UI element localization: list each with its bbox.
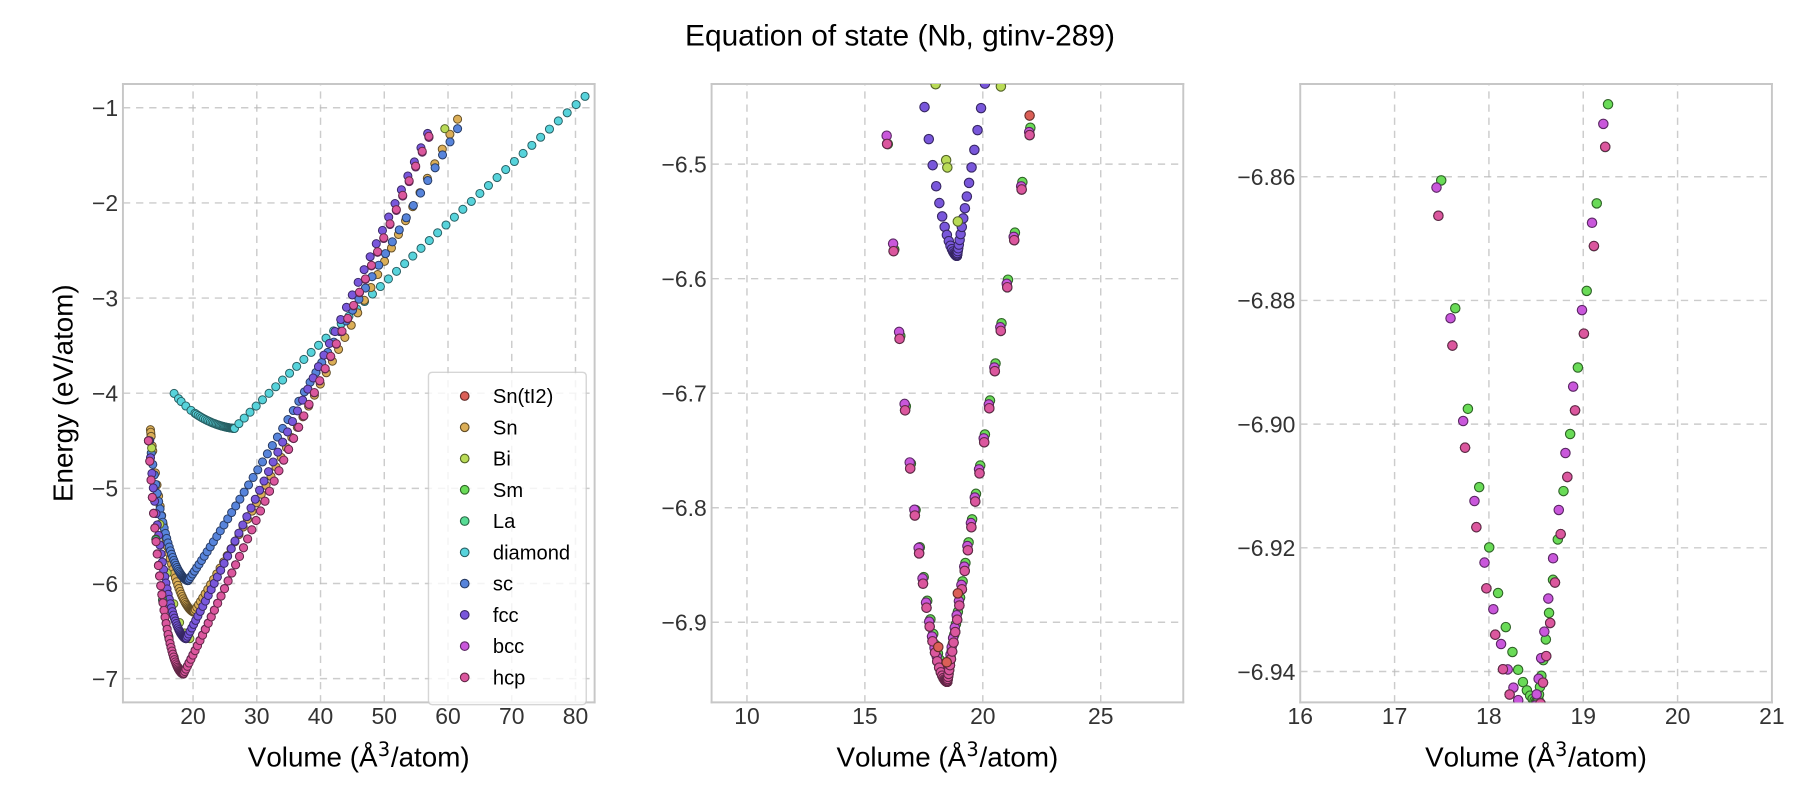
svg-text:fcc: fcc (493, 605, 519, 627)
svg-text:V o l u: V o l u m e ( Å / a t o m ) 3 (836, 738, 1064, 773)
svg-text:−6.90: −6.90 (1237, 411, 1295, 437)
svg-text:−6.8: −6.8 (661, 495, 706, 521)
svg-text:bcc: bcc (493, 636, 524, 658)
svg-text:50: 50 (372, 703, 397, 729)
svg-text:40: 40 (308, 703, 333, 729)
svg-text:Sm: Sm (493, 480, 523, 502)
svg-text:30: 30 (244, 703, 269, 729)
svg-text:−6.6: −6.6 (661, 266, 706, 292)
svg-text:Equation of state (Nb, gtinv-2: Equation of state (Nb, gtinv-289) (685, 20, 1115, 53)
svg-text:21: 21 (1759, 703, 1784, 729)
svg-text:−5: −5 (92, 476, 118, 502)
svg-text:diamond: diamond (493, 542, 570, 564)
svg-text:19: 19 (1571, 703, 1596, 729)
svg-text:−6.86: −6.86 (1237, 164, 1295, 190)
svg-text:20: 20 (1665, 703, 1690, 729)
svg-text:hcp: hcp (493, 667, 525, 689)
svg-text:18: 18 (1476, 703, 1501, 729)
svg-text:60: 60 (435, 703, 460, 729)
svg-text:−1: −1 (92, 95, 118, 121)
svg-text:−6.92: −6.92 (1237, 535, 1295, 561)
svg-text:sc: sc (493, 574, 513, 596)
svg-text:−2: −2 (92, 190, 118, 216)
svg-text:20: 20 (970, 703, 995, 729)
svg-text:16: 16 (1288, 703, 1313, 729)
svg-text:Sn(tI2): Sn(tI2) (493, 386, 553, 408)
svg-text:Sn: Sn (493, 417, 518, 439)
svg-text:15: 15 (852, 703, 877, 729)
svg-text:10: 10 (734, 703, 759, 729)
svg-text:20: 20 (180, 703, 205, 729)
svg-text:La: La (493, 511, 516, 533)
svg-text:V o l u: V o l u m e ( Å / a t o m ) 3 (248, 738, 476, 773)
svg-text:−6: −6 (92, 571, 118, 597)
svg-text:25: 25 (1088, 703, 1113, 729)
svg-text:−4: −4 (92, 381, 118, 407)
svg-text:−3: −3 (92, 285, 118, 311)
svg-text:−6.7: −6.7 (661, 381, 706, 407)
svg-text:−6.5: −6.5 (661, 151, 706, 177)
svg-text:−6.88: −6.88 (1237, 288, 1295, 314)
svg-text:70: 70 (499, 703, 524, 729)
svg-text:V o l u: V o l u m e ( Å / a t o m ) 3 (1425, 738, 1653, 773)
svg-text:Energy (eV/atom): Energy (eV/atom) (47, 284, 78, 502)
svg-text:−6.94: −6.94 (1237, 659, 1295, 685)
svg-text:80: 80 (563, 703, 588, 729)
svg-text:Bi: Bi (493, 449, 511, 471)
svg-text:17: 17 (1382, 703, 1407, 729)
svg-text:−7: −7 (92, 666, 118, 692)
svg-text:−6.9: −6.9 (661, 610, 706, 636)
